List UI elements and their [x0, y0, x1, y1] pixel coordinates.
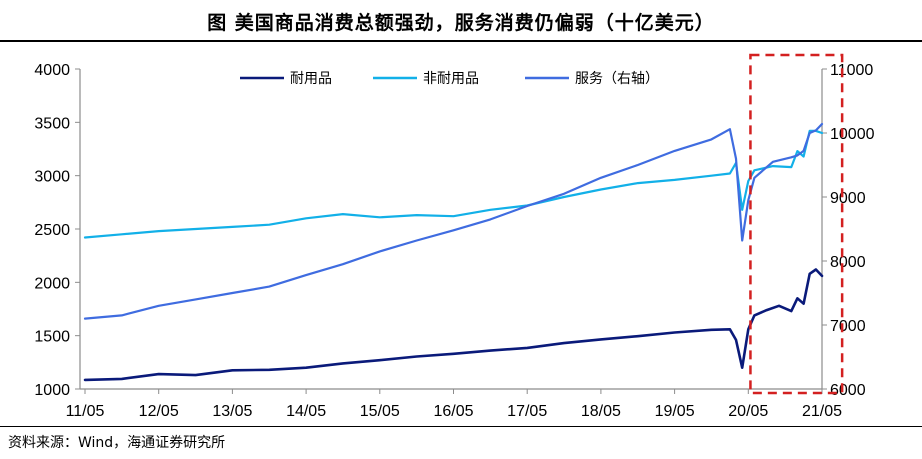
y-right-tick-label: 10000	[830, 126, 875, 143]
title-bar: 图 美国商品消费总额强劲，服务消费仍偏弱（十亿美元）	[0, 0, 922, 42]
legend-label-1: 耐用品	[290, 71, 332, 87]
highlight-box	[749, 53, 844, 395]
chart-title: 图 美国商品消费总额强劲，服务消费仍偏弱（十亿美元）	[207, 12, 715, 34]
source-note: 资料来源：Wind，海通证券研究所	[8, 435, 226, 451]
y-left-tick-label: 2500	[34, 222, 70, 239]
y-left-tick-label: 1000	[34, 382, 70, 399]
series-line-2	[83, 129, 824, 239]
x-tick-label: 19/05	[655, 403, 695, 420]
x-tick-label: 13/05	[212, 403, 252, 420]
bottom-rule	[0, 426, 922, 427]
x-tick-label: 17/05	[507, 403, 547, 420]
x-tick-label: 12/05	[139, 403, 179, 420]
y-left-tick-label: 1500	[34, 329, 70, 346]
y-left-tick-label: 3500	[34, 115, 70, 132]
legend-label-2: 非耐用品	[423, 71, 479, 87]
x-tick-label: 14/05	[286, 403, 326, 420]
x-tick-label: 16/05	[433, 403, 473, 420]
y-right-tick-label: 11000	[830, 62, 873, 79]
x-tick-label: 15/05	[360, 403, 400, 420]
y-right-tick-label: 8000	[830, 254, 866, 271]
y-left-tick-label: 4000	[34, 62, 70, 79]
legend-label-3: 服务（右轴）	[575, 71, 659, 87]
x-tick-label: 18/05	[581, 403, 621, 420]
x-tick-label: 20/05	[728, 403, 768, 420]
y-right-tick-label: 7000	[830, 318, 866, 335]
y-right-tick-label: 6000	[830, 382, 866, 399]
x-tick-label: 21/05	[802, 403, 842, 420]
y-left-tick-label: 3000	[34, 169, 70, 186]
series-line-3	[83, 122, 824, 320]
y-right-tick-label: 9000	[830, 190, 866, 207]
y-left-tick-label: 2000	[34, 275, 70, 292]
x-tick-label: 11/05	[66, 403, 105, 420]
series-line-1	[83, 268, 824, 382]
